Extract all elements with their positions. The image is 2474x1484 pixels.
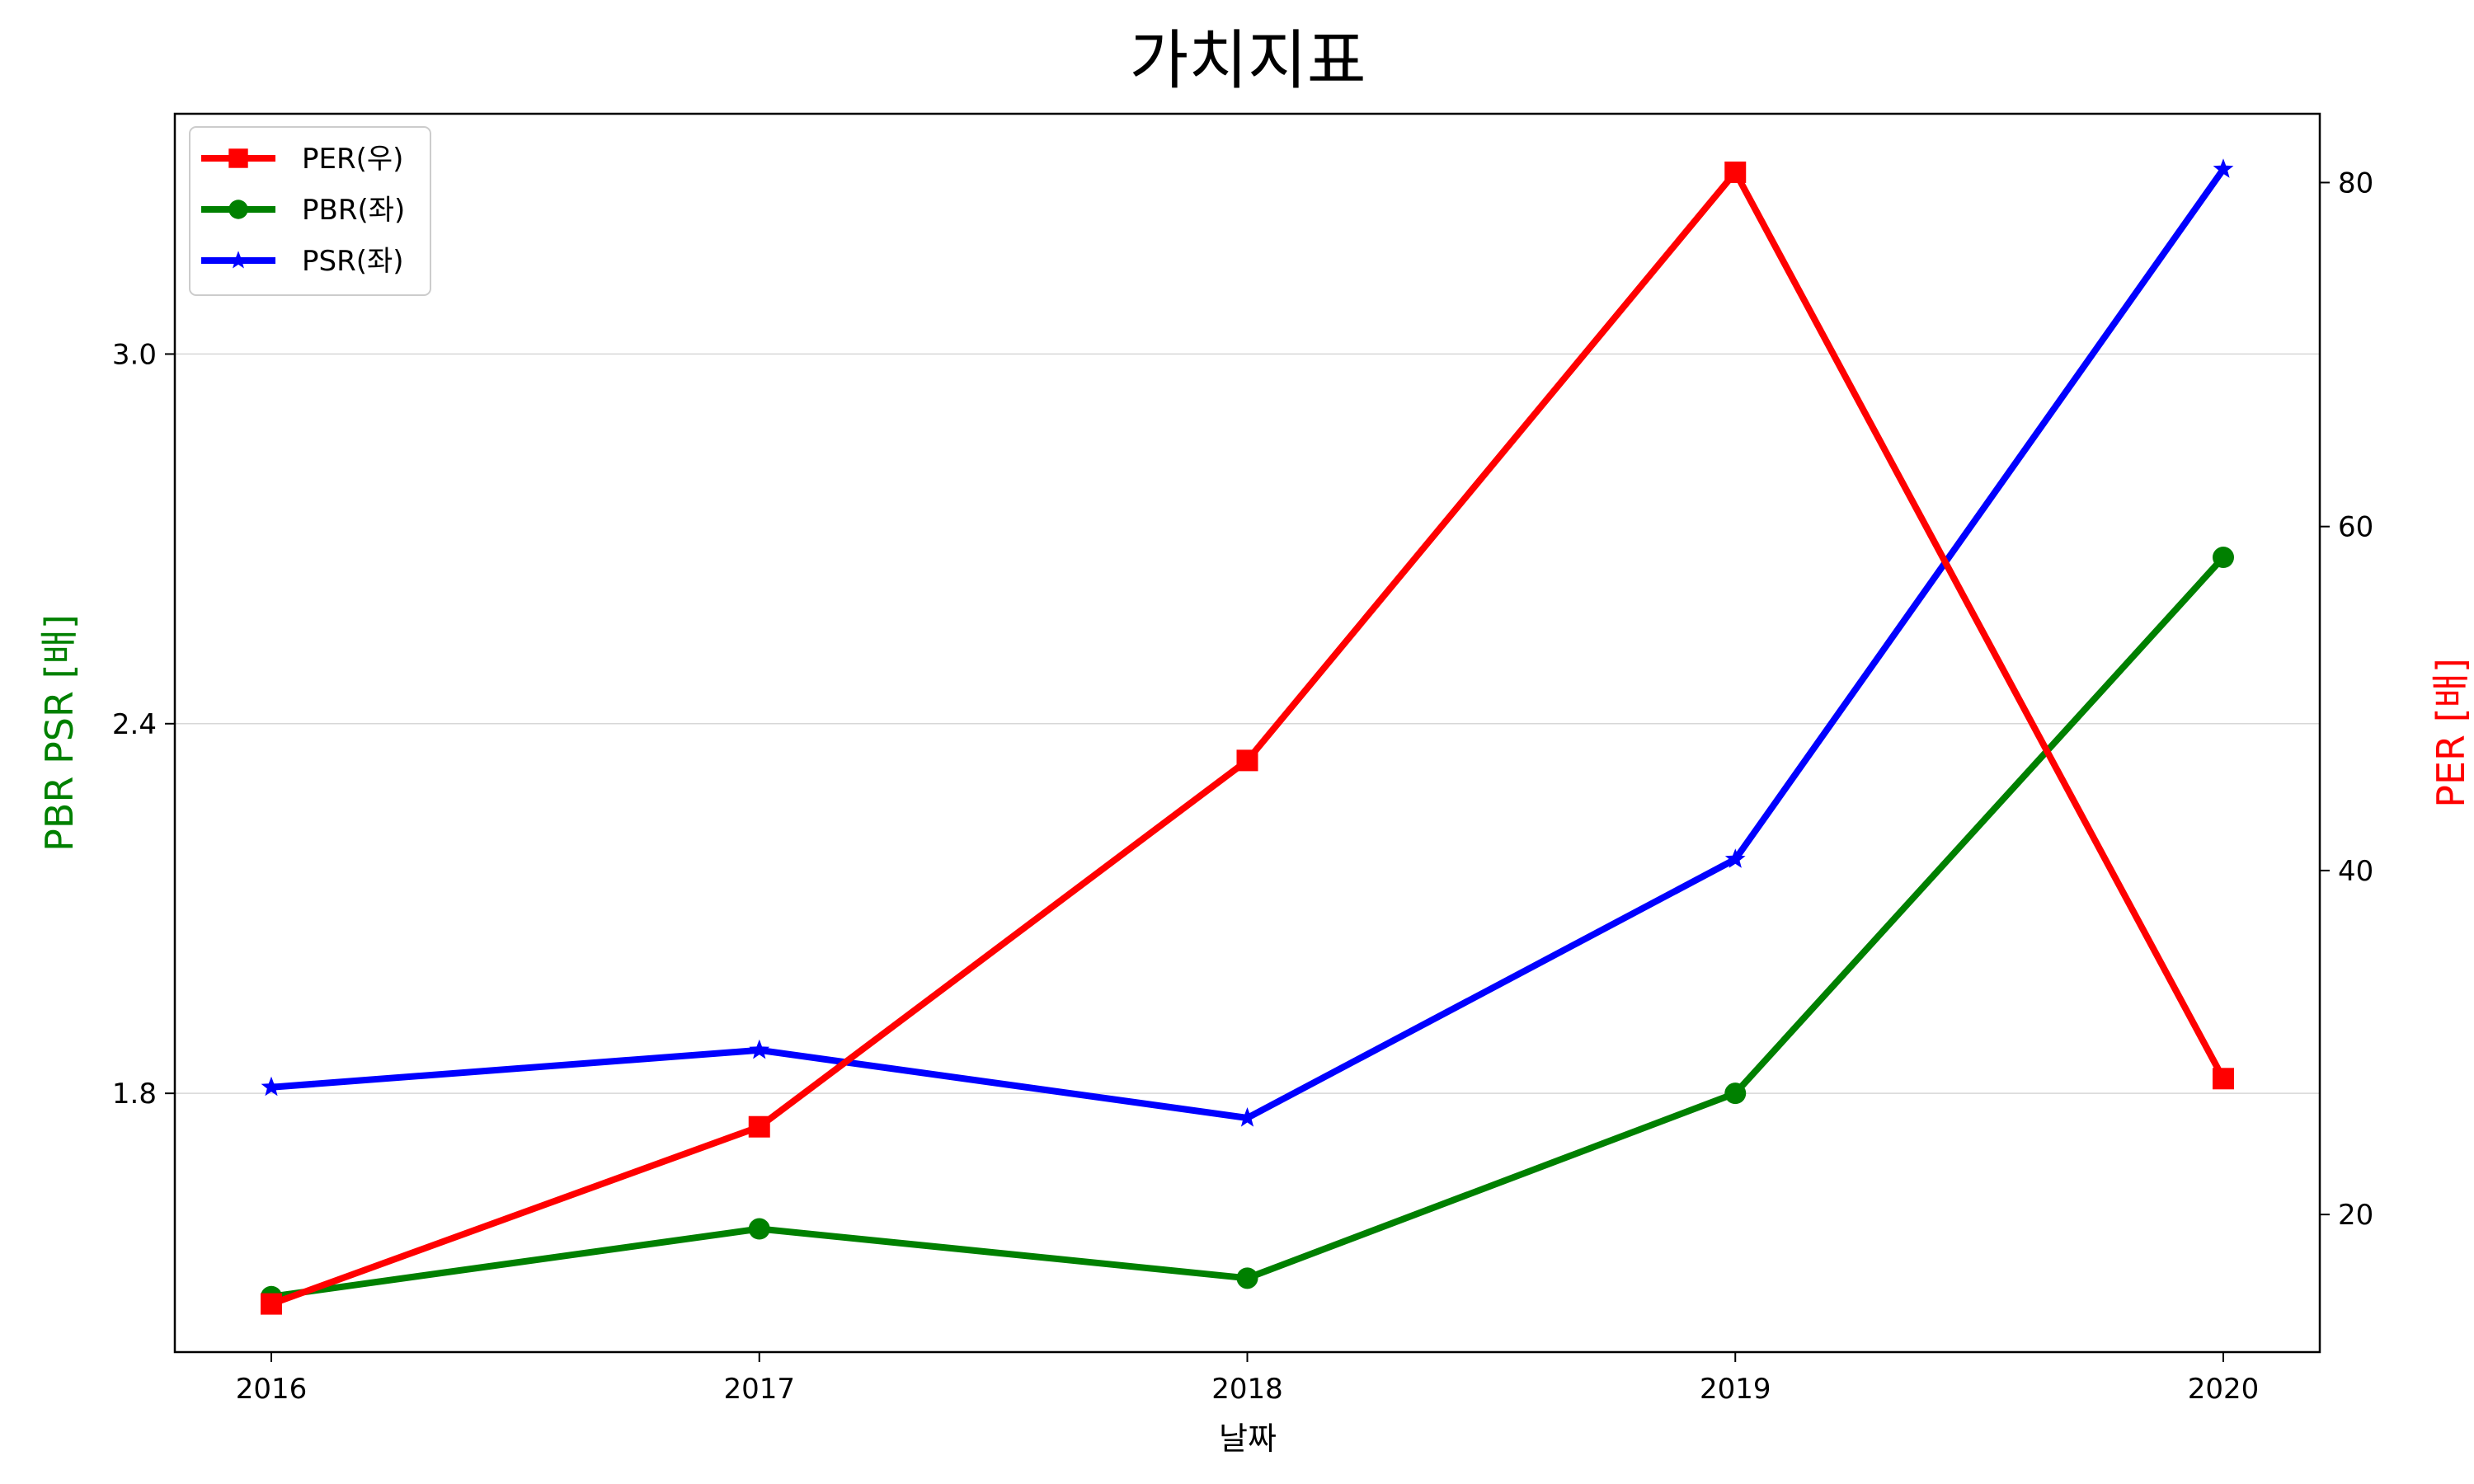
data-point-per bbox=[1236, 749, 1258, 772]
data-point-pbr bbox=[2213, 547, 2234, 569]
y-axis-left-label: PBR PSR [배] bbox=[37, 614, 82, 852]
series-line-psr bbox=[268, 166, 2227, 1121]
x-tick-label: 2017 bbox=[723, 1373, 795, 1406]
y-left-tick-label: 2.4 bbox=[112, 708, 157, 741]
series-line-per bbox=[268, 168, 2227, 1308]
legend-item-pbr: PBR(좌) bbox=[201, 194, 405, 227]
data-point-psr bbox=[1237, 1107, 1258, 1127]
y-left-tick-label: 1.8 bbox=[112, 1078, 157, 1111]
x-tick-label: 2016 bbox=[236, 1373, 308, 1406]
x-axis-label: 날짜 bbox=[1219, 1421, 1277, 1457]
grid-lines bbox=[175, 353, 2320, 1094]
data-point-per bbox=[2213, 1068, 2234, 1090]
data-point-psr bbox=[261, 1076, 282, 1097]
legend-label: PSR(좌) bbox=[302, 245, 404, 278]
y-right-tick-label: 40 bbox=[2338, 855, 2373, 888]
legend: PER(우) PBR(좌) PSR(좌) bbox=[189, 126, 431, 296]
y-axis-left: 1.8 2.4 3.0 bbox=[112, 338, 175, 1111]
plot-area-frame bbox=[173, 112, 2321, 1354]
data-point-pbr bbox=[1724, 1082, 1747, 1105]
x-tick-label: 2019 bbox=[1700, 1373, 1771, 1406]
series-pbr bbox=[261, 547, 2234, 1308]
series-per bbox=[261, 161, 2234, 1315]
data-point-per bbox=[748, 1115, 770, 1138]
legend-label: PER(우) bbox=[302, 143, 403, 176]
chart-title: 가치지표 bbox=[1129, 24, 1366, 98]
legend-item-psr: PSR(좌) bbox=[201, 245, 404, 278]
x-tick-label: 2020 bbox=[2188, 1373, 2260, 1406]
data-point-psr bbox=[749, 1039, 770, 1059]
data-point-per bbox=[1724, 161, 1747, 183]
data-point-pbr bbox=[748, 1218, 770, 1240]
legend-label: PBR(좌) bbox=[302, 194, 405, 227]
data-point-psr bbox=[2213, 158, 2234, 178]
y-axis-right-label: PER [배] bbox=[2429, 658, 2473, 808]
legend-swatch-marker bbox=[228, 251, 248, 269]
series-psr bbox=[261, 158, 2234, 1127]
data-point-per bbox=[261, 1293, 282, 1315]
series-layer bbox=[261, 158, 2234, 1315]
series-line-pbr bbox=[268, 554, 2227, 1300]
y-right-tick-label: 20 bbox=[2338, 1199, 2373, 1232]
legend-swatch-marker bbox=[228, 200, 248, 219]
x-tick-label: 2018 bbox=[1211, 1373, 1283, 1406]
legend-item-per: PER(우) bbox=[201, 143, 403, 176]
x-axis: 2016 2017 2018 2019 2020 bbox=[236, 1352, 2260, 1406]
legend-swatch-marker bbox=[228, 148, 248, 168]
y-axis-right: 20 40 60 80 bbox=[2320, 167, 2373, 1232]
data-point-psr bbox=[1724, 848, 1746, 868]
data-point-pbr bbox=[1236, 1267, 1258, 1289]
y-left-tick-label: 3.0 bbox=[112, 338, 157, 371]
y-right-tick-label: 80 bbox=[2338, 167, 2373, 200]
legend-box bbox=[189, 126, 431, 296]
y-right-tick-label: 60 bbox=[2338, 511, 2373, 544]
